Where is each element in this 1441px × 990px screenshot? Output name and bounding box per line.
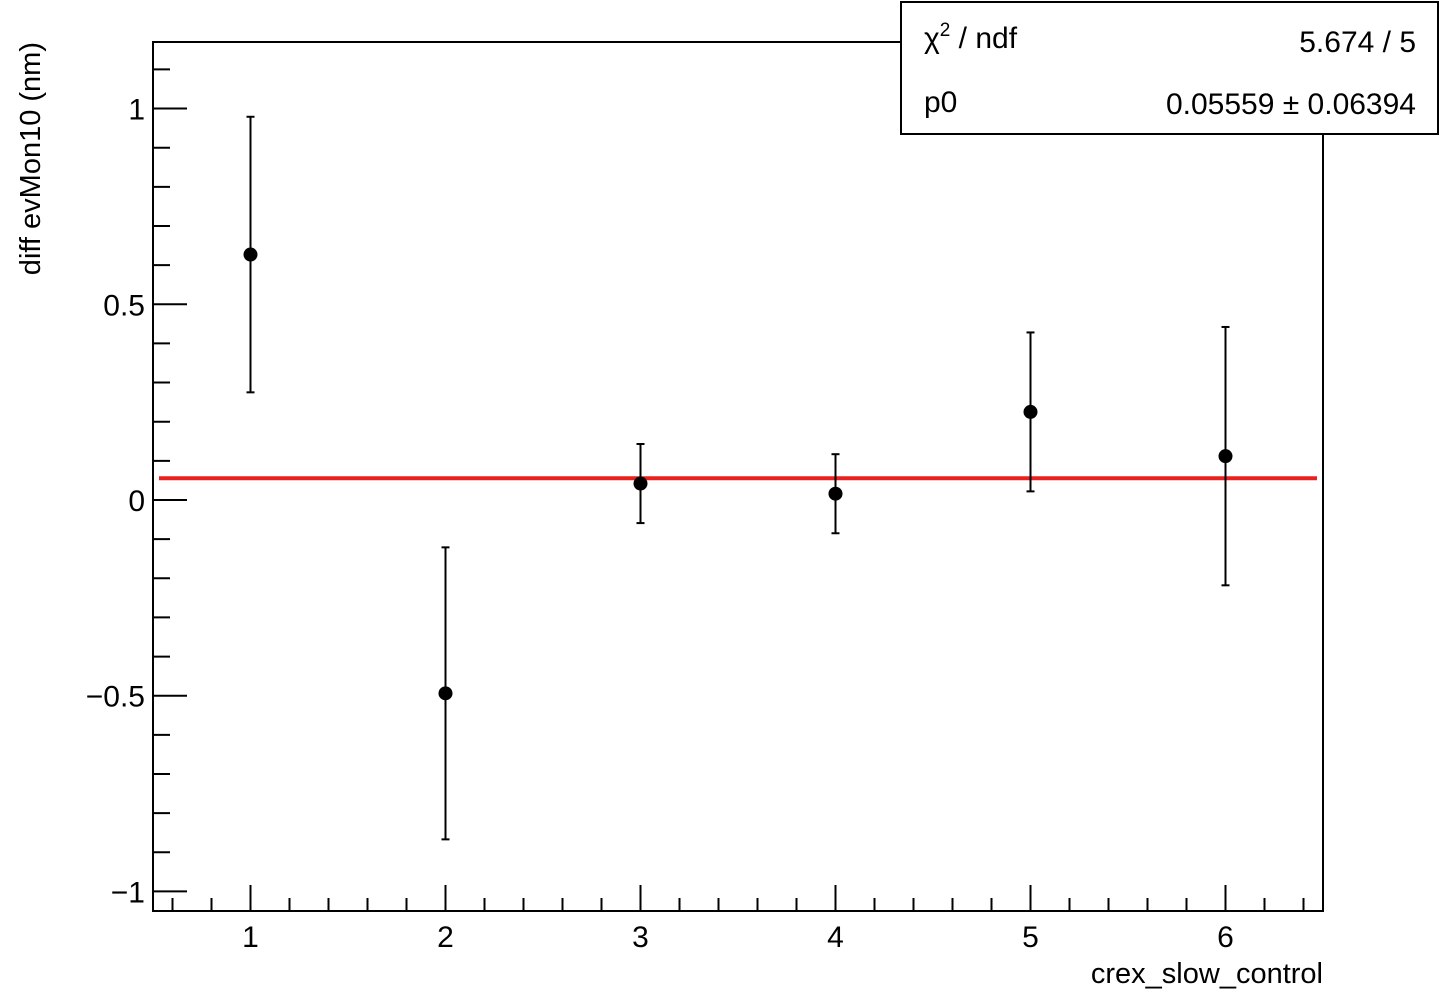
data-point [1023,404,1038,419]
y-tick-label: −0.5 [86,681,145,714]
x-axis-title: crex_slow_control [1091,958,1323,990]
stats-value-p0: 0.05559 ± 0.06394 [1166,88,1416,121]
y-axis-title: diff evMon10 (nm) [15,42,47,275]
y-tick-label: 0 [128,485,145,518]
x-tick-label: 2 [437,921,454,954]
y-tick-label: 1 [128,94,145,127]
x-tick-label: 4 [827,921,844,954]
data-point-group [438,546,453,841]
stats-label-chi2: χ2 / ndf [924,20,1018,55]
plot-frame [152,41,1324,912]
data-point [243,247,258,262]
data-point [633,476,648,491]
y-tick-label: −1 [111,876,145,909]
x-axis-ticks [171,885,1305,911]
data-point-group [828,453,843,535]
x-axis-tick-labels: 1 2 3 4 5 6 [242,921,1234,954]
data-point [438,686,453,701]
data-point-group [633,443,648,525]
data-point-group [1023,331,1038,493]
x-tick-label: 6 [1217,921,1234,954]
x-tick-label: 1 [242,921,259,954]
y-axis-tick-labels: −1 −0.5 0 0.5 1 [86,94,145,910]
stats-value-chi2: 5.674 / 5 [1299,26,1416,59]
stats-label-p0: p0 [924,86,957,119]
data-points [243,115,1233,841]
data-point-group [243,115,258,394]
data-point [828,486,843,501]
y-tick-label: 0.5 [103,289,145,322]
fit-stats-box: χ2 / ndf 5.674 / 5 p0 0.05559 ± 0.06394 [900,1,1439,135]
x-tick-label: 5 [1022,921,1039,954]
data-point-group [1218,325,1233,587]
stats-box-frame [900,1,1439,135]
data-point [1218,449,1233,464]
x-tick-label: 3 [632,921,649,954]
y-axis-ticks [153,68,187,893]
